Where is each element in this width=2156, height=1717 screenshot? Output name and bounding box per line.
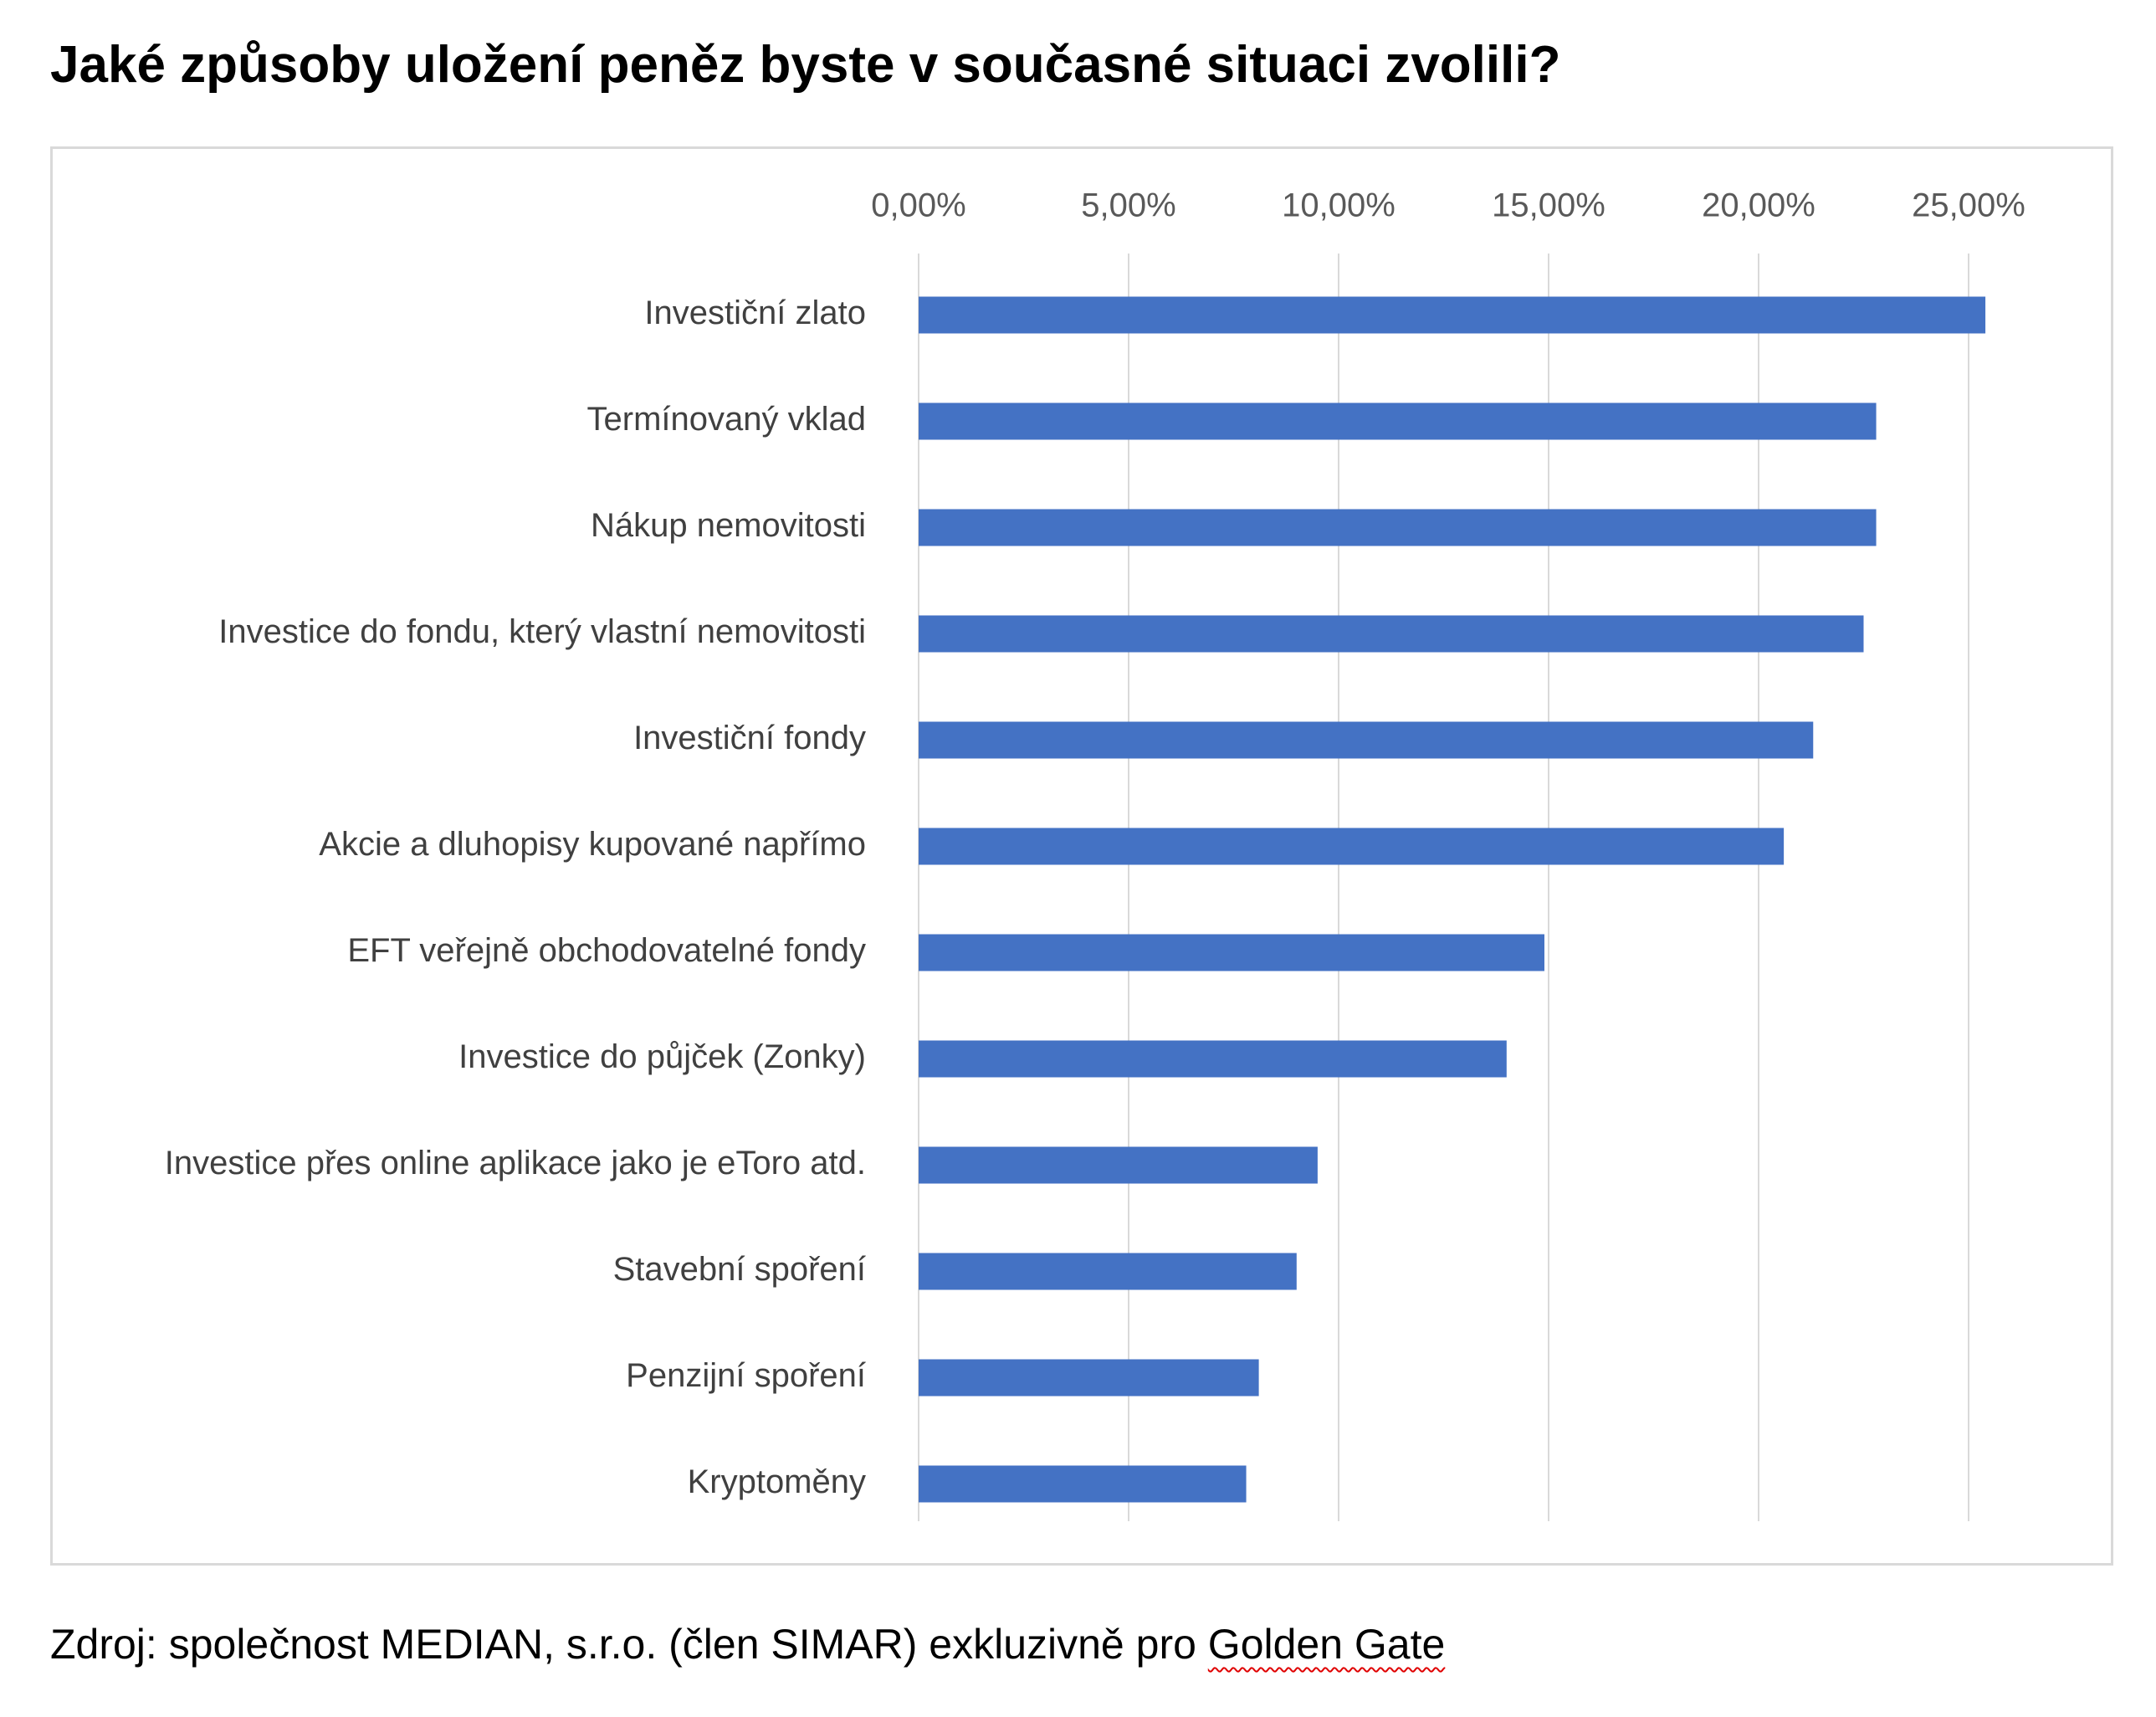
x-tick-label: 10,00% <box>1282 187 1396 224</box>
x-tick-label: 5,00% <box>1081 187 1175 224</box>
category-label: Termínovaný vklad <box>587 401 866 438</box>
bar <box>919 1253 1297 1290</box>
category-label: Investice přes online aplikace jako je e… <box>165 1145 866 1181</box>
x-tick-label: 15,00% <box>1492 187 1605 224</box>
x-tick-label: 0,00% <box>871 187 965 224</box>
source-note: Zdroj: společnost MEDIAN, s.r.o. (člen S… <box>50 1619 1445 1669</box>
category-label: EFT veřejně obchodovatelné fondy <box>347 932 866 969</box>
bar <box>919 1146 1318 1184</box>
bar <box>919 509 1877 546</box>
category-label: Stavební spoření <box>613 1251 866 1288</box>
chart-area: 0,00% 5,00% 10,00% 15,00% 20,00% 25,00% Invest… <box>50 146 2113 1566</box>
x-tick-label: 20,00% <box>1702 187 1815 224</box>
bar <box>919 296 1986 334</box>
source-text: Zdroj: společnost MEDIAN, s.r.o. (člen S… <box>50 1621 1208 1668</box>
bar <box>919 828 1785 865</box>
bar <box>919 1359 1259 1397</box>
category-label: Investice do půjček (Zonky) <box>458 1038 866 1075</box>
category-label: Investiční fondy <box>633 720 866 756</box>
category-label: Nákup nemovitosti <box>591 507 866 544</box>
category-label: Penzijní spoření <box>626 1357 866 1394</box>
category-label: Investiční zlato <box>644 295 866 331</box>
bar <box>919 1040 1507 1078</box>
category-label: Akcie a dluhopisy kupované napřímo <box>319 826 866 863</box>
bar-chart: 0,00% 5,00% 10,00% 15,00% 20,00% 25,00% Invest… <box>165 187 2025 1521</box>
bar <box>919 721 1814 759</box>
chart-title: Jaké způsoby uložení peněz byste v souča… <box>50 36 1561 94</box>
category-label: Investice do fondu, který vlastní nemovi… <box>218 613 866 650</box>
bar <box>919 615 1864 653</box>
bar <box>919 934 1544 971</box>
x-tick-label: 25,00% <box>1912 187 2025 224</box>
bar <box>919 1465 1247 1503</box>
bar <box>919 402 1877 440</box>
source-flagged-text: Golden Gate <box>1207 1621 1446 1668</box>
category-label: Kryptoměny <box>688 1463 866 1500</box>
